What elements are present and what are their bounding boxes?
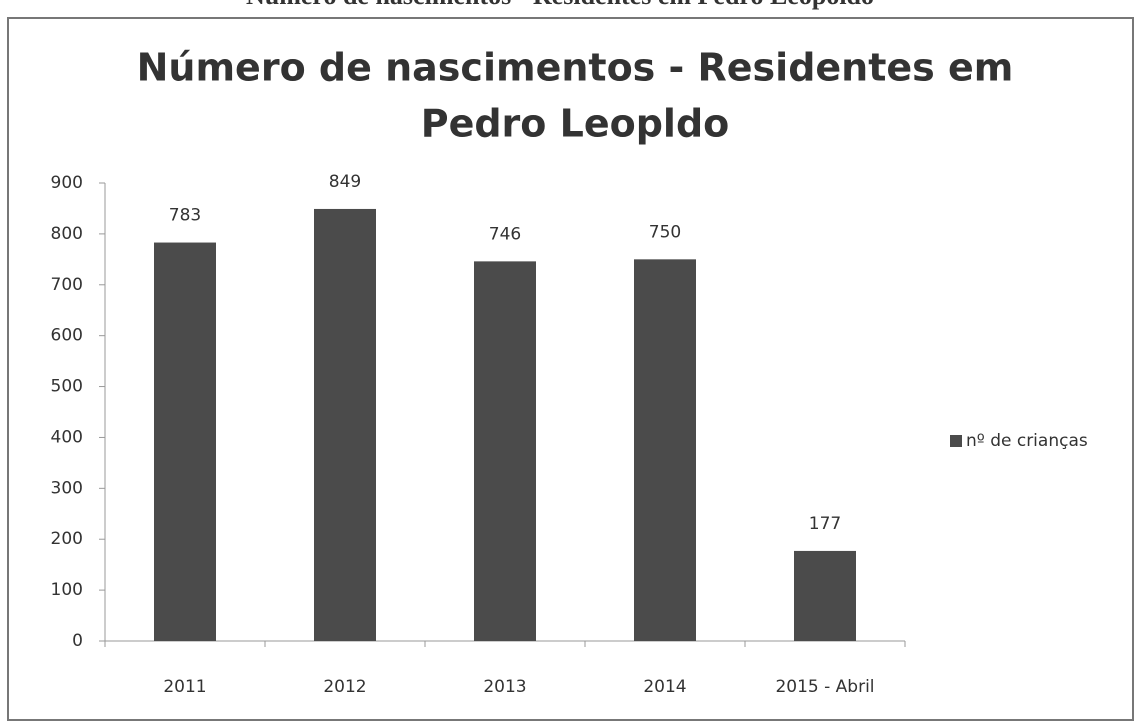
y-tick-label: 100	[51, 580, 83, 600]
data-label: 783	[169, 206, 201, 226]
x-tick-label: 2012	[323, 677, 366, 697]
y-tick-label: 200	[51, 529, 83, 549]
y-tick-label: 500	[51, 377, 83, 397]
x-tick-label: 2013	[483, 677, 526, 697]
y-tick-label: 700	[51, 275, 83, 295]
x-tick-label: 2015 - Abril	[775, 677, 874, 697]
y-tick-label: 400	[51, 427, 83, 447]
bar	[154, 242, 216, 642]
data-label: 849	[329, 172, 361, 192]
x-tick-label: 2014	[643, 677, 686, 697]
y-tick-label: 900	[51, 173, 83, 193]
caption: Número de nascimentos - Residentes em Pe…	[246, 0, 874, 10]
y-tick-label: 300	[51, 478, 83, 498]
chart-title: Número de nascimentos - Residentes em	[137, 46, 1014, 90]
bar	[314, 208, 376, 641]
bar	[474, 261, 536, 641]
data-label: 750	[649, 222, 681, 242]
chart-title: Pedro Leopldo	[421, 102, 730, 146]
data-label: 746	[489, 224, 521, 244]
data-label: 177	[809, 514, 841, 534]
bar	[794, 550, 856, 641]
chart-frame	[7, 17, 1134, 721]
legend-label: nº de crianças	[966, 431, 1088, 451]
y-tick-label: 0	[72, 631, 83, 651]
legend-swatch	[950, 435, 962, 447]
y-tick-label: 800	[51, 224, 83, 244]
x-tick-label: 2011	[163, 677, 206, 697]
bar	[634, 259, 696, 641]
y-tick-label: 600	[51, 326, 83, 346]
